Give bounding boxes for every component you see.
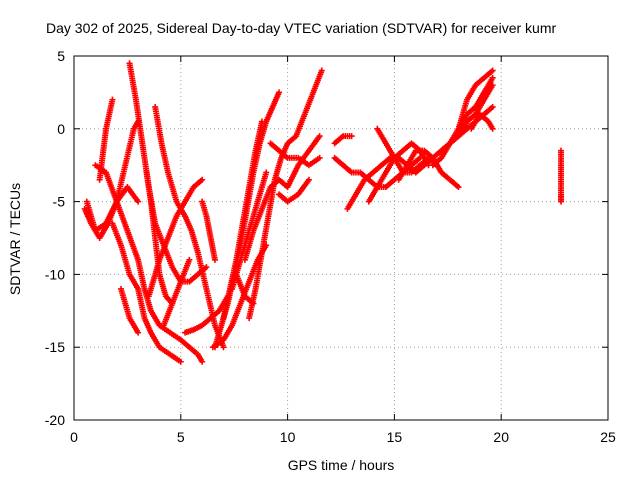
data-point [220,344,227,351]
data-point [489,74,496,81]
series-1 [83,184,142,234]
data-point [316,133,323,140]
series-4 [92,162,206,365]
y-tick-label: -10 [45,266,65,282]
series-10 [160,256,193,329]
data-point [203,264,210,271]
axis-ticks: 0 5 10 15 20 25 5 0 -5 -10 -15 -20 [45,48,616,445]
y-tick-label: 5 [57,48,65,64]
chart-title: Day 302 of 2025, Sidereal Day-to-day VTE… [46,20,556,36]
data-point [489,125,496,132]
data-point [135,198,142,205]
plot-frame [73,55,609,421]
grid-lines [74,56,608,420]
series-32 [468,111,496,132]
x-tick-label: 20 [493,429,509,445]
y-tick-label: 0 [57,121,65,137]
series-18 [246,67,325,322]
x-axis-label: GPS time / hours [288,457,395,473]
series-19 [241,133,323,263]
data-point [489,82,496,89]
series-30 [438,82,496,154]
series-5 [117,285,142,336]
data-point [348,133,355,140]
series-33 [558,147,565,205]
data-point [318,67,325,74]
data-point [489,103,496,110]
data-point [199,358,206,365]
x-tick-label: 10 [280,429,296,445]
series-21 [276,176,312,205]
data-point [489,67,496,74]
y-tick-label: -20 [45,412,65,428]
data-point [276,89,283,96]
series-20 [267,140,323,169]
series-9 [145,176,206,300]
data-point [109,96,116,103]
y-tick-label: -5 [53,194,66,210]
data-point [258,118,265,125]
x-tick-label: 15 [387,429,403,445]
series-27 [395,147,462,191]
series-22 [331,133,355,147]
x-tick-label: 25 [600,429,616,445]
data-point [558,198,565,205]
data-point [199,176,206,183]
data-point [316,154,323,161]
data-points [81,60,565,365]
x-tick-label: 5 [177,429,185,445]
data-point [177,358,184,365]
data-point [305,176,312,183]
data-point [186,256,193,263]
data-point [263,169,270,176]
series-12 [199,198,218,263]
series-11 [182,293,231,336]
series-2 [96,96,116,183]
y-tick-label: -15 [45,339,65,355]
series-31 [455,67,496,132]
data-point [135,329,142,336]
series-3 [109,220,184,365]
y-axis-label: SDTVAR / TECUs [7,183,23,295]
data-point [211,256,218,263]
x-tick-label: 0 [70,429,78,445]
data-point [455,184,462,191]
